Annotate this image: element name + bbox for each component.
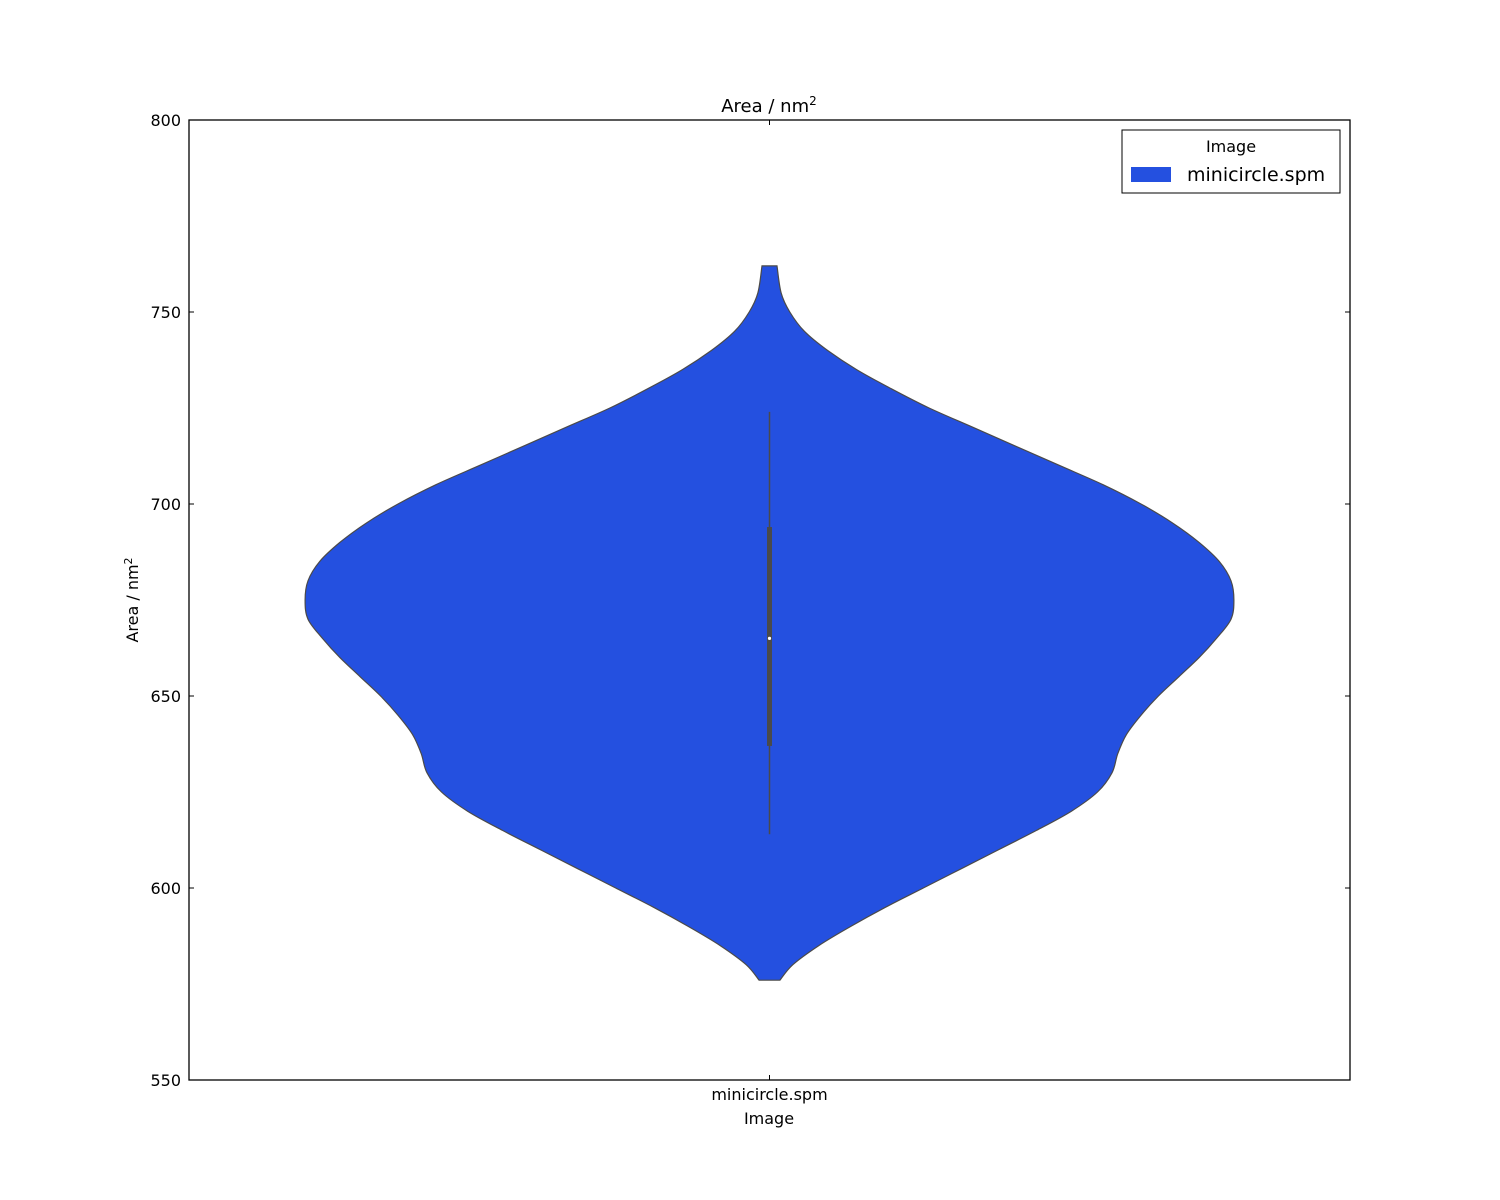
x-axis: minicircle.spm xyxy=(711,120,828,1104)
y-tick-label: 800 xyxy=(150,111,181,130)
y-tick-label: 750 xyxy=(150,303,181,322)
violin-median-point xyxy=(767,636,772,641)
x-tick-label: minicircle.spm xyxy=(711,1085,827,1104)
violin-interquartile-box xyxy=(767,527,772,746)
y-axis-label: Area / nm2 xyxy=(122,557,142,642)
y-tick-label: 650 xyxy=(150,687,181,706)
legend-title: Image xyxy=(1206,137,1256,156)
chart-title: Area / nm2 xyxy=(721,94,817,117)
legend-swatch xyxy=(1131,167,1171,182)
legend-entry-label: minicircle.spm xyxy=(1187,164,1325,186)
x-axis-label: Image xyxy=(744,1109,794,1128)
legend-frame xyxy=(1121,129,1341,194)
y-tick-label: 600 xyxy=(150,879,181,898)
legend: Image minicircle.spm xyxy=(1121,129,1341,194)
y-axis: 550 600 650 700 750 800 xyxy=(150,111,1350,1090)
y-tick-label: 550 xyxy=(150,1071,181,1090)
plot-area xyxy=(304,265,1235,981)
y-tick-label: 700 xyxy=(150,495,181,514)
